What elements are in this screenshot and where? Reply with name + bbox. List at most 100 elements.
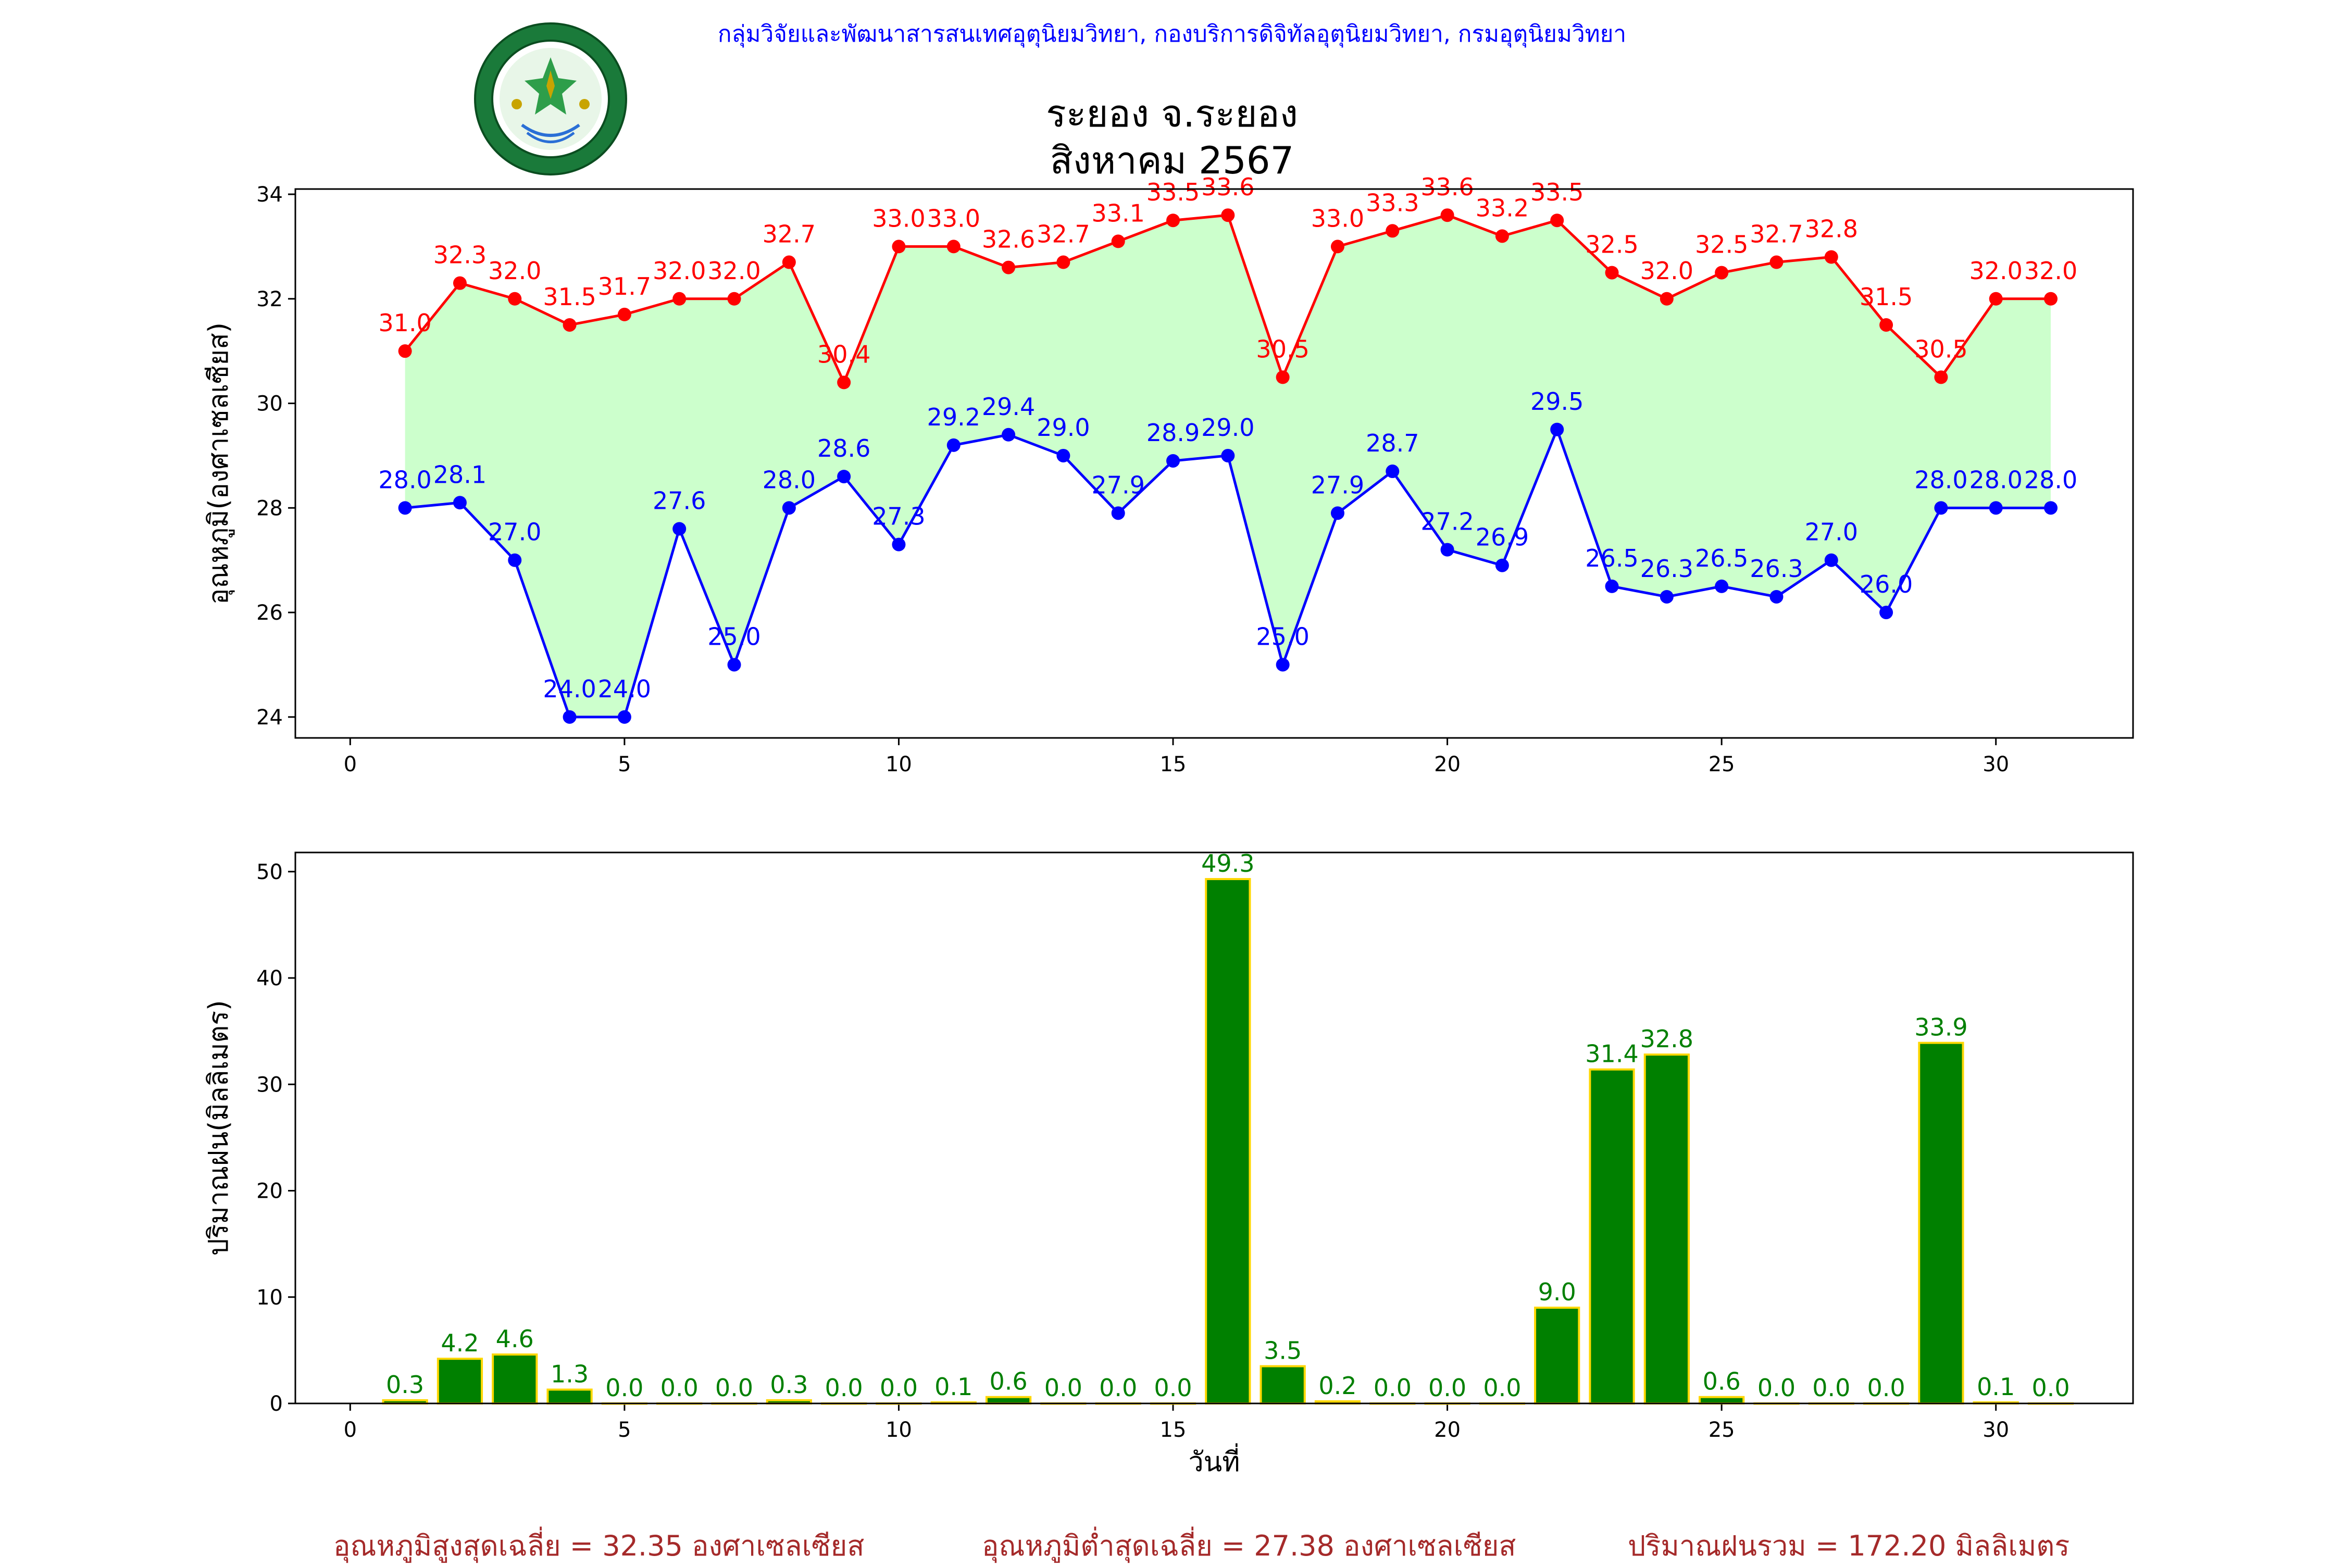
min-temp-point: [563, 710, 577, 724]
min-temp-point: [1605, 579, 1619, 593]
max-temp-data-label: 32.0: [653, 257, 706, 285]
temp-xtick-label: 30: [1983, 752, 2009, 776]
min-temp-data-label: 26.3: [1750, 555, 1803, 583]
max-temp-point: [453, 276, 467, 290]
rain-data-label: 9.0: [1538, 1278, 1576, 1306]
max-temp-data-label: 32.0: [707, 257, 760, 285]
max-temp-data-label: 32.5: [1695, 231, 1748, 259]
max-temp-data-label: 33.0: [927, 204, 980, 232]
chart-title-station: ระยอง จ.ระยอง: [1046, 92, 1298, 135]
min-temp-data-label: 28.0: [1969, 466, 2023, 494]
rain-data-label: 0.0: [660, 1374, 699, 1402]
min-temp-point: [1934, 501, 1948, 515]
rain-data-label: 0.0: [825, 1374, 863, 1402]
rain-bar: [1643, 1053, 1690, 1404]
max-temp-data-label: 33.0: [872, 204, 925, 232]
min-temp-data-label: 26.3: [1640, 555, 1693, 583]
rain-data-label: 31.4: [1585, 1040, 1638, 1068]
min-temp-point: [672, 522, 687, 536]
min-temp-point: [617, 710, 631, 724]
temp-ytick-label: 34: [256, 183, 283, 207]
temp-plot-frame: [294, 188, 2134, 739]
min-temp-point: [1221, 448, 1235, 462]
max-temp-point: [1550, 214, 1564, 228]
rain-ytick-label: 50: [256, 860, 283, 884]
max-temp-point: [727, 292, 741, 306]
rain-bar: [1205, 878, 1251, 1404]
min-temp-data-label: 28.0: [763, 466, 816, 494]
min-temp-data-label: 27.9: [1091, 471, 1144, 499]
min-temp-data-label: 28.1: [433, 460, 487, 488]
rain-data-label: 32.8: [1640, 1025, 1693, 1053]
rain-bar: [1918, 1042, 1964, 1404]
min-temp-data-label: 26.5: [1585, 544, 1638, 572]
rain-data-label: 0.2: [1318, 1372, 1356, 1400]
rain-xtick-label: 20: [1434, 1418, 1461, 1442]
rain-ytick-label: 20: [256, 1180, 283, 1203]
max-temp-point: [1002, 260, 1016, 274]
max-temp-data-label: 33.6: [1201, 173, 1254, 201]
rain-plot-frame: [294, 851, 2134, 1404]
rain-ytick-label: 0: [270, 1392, 283, 1416]
max-temp-data-label: 30.5: [1914, 335, 1967, 363]
max-temp-point: [1824, 250, 1838, 264]
min-temp-data-label: 28.7: [1366, 429, 1419, 457]
max-temp-point: [1605, 266, 1619, 280]
min-temp-point: [2044, 501, 2058, 515]
rain-ytick-label: 10: [256, 1286, 283, 1310]
rain-bar: [546, 1388, 593, 1405]
footer-rain-total: ปริมาณฝนรวม = 172.20 มิลลิเมตร: [1628, 1529, 2070, 1562]
min-temp-point: [1276, 658, 1290, 672]
max-temp-data-label: 31.5: [1860, 283, 1913, 311]
max-temp-data-label: 31.5: [543, 283, 596, 311]
rain-data-label: 4.2: [441, 1329, 479, 1357]
min-temp-data-label: 27.6: [653, 486, 706, 515]
rain-data-label: 3.5: [1264, 1337, 1302, 1365]
max-temp-data-label: 32.3: [433, 241, 487, 269]
rain-data-label: 0.0: [1428, 1374, 1466, 1402]
rain-xtick-label: 25: [1709, 1418, 1735, 1442]
max-temp-point: [1221, 208, 1235, 222]
rain-data-label: 0.1: [934, 1373, 972, 1401]
min-temp-data-label: 28.0: [378, 466, 431, 494]
rain-ytick-label: 40: [256, 967, 283, 990]
max-temp-point: [1934, 370, 1948, 384]
min-temp-data-label: 27.3: [872, 503, 925, 531]
rain-xtick-label: 10: [886, 1418, 912, 1442]
min-temp-data-label: 27.0: [1805, 518, 1858, 546]
rain-bar: [1699, 1396, 1745, 1404]
temp-range-fill: [405, 215, 2051, 717]
max-temp-data-label: 33.1: [1091, 199, 1144, 227]
min-temp-data-label: 27.0: [488, 518, 541, 546]
rain-data-label: 0.6: [1703, 1368, 1741, 1396]
rain-bar: [1589, 1068, 1635, 1404]
temp-ytick-label: 32: [256, 287, 283, 311]
max-temp-data-label: 33.5: [1530, 178, 1584, 206]
min-temp-data-label: 29.2: [927, 403, 980, 431]
min-temp-data-label: 27.2: [1420, 508, 1474, 536]
rain-data-label: 0.0: [2031, 1374, 2069, 1402]
max-temp-data-label: 31.0: [378, 309, 431, 337]
rain-xlabel: วันที่: [1188, 1443, 1240, 1478]
rain-bar: [437, 1358, 483, 1405]
min-temp-point: [782, 501, 796, 515]
rain-data-label: 0.0: [605, 1374, 643, 1402]
min-temp-data-label: 29.0: [1201, 413, 1254, 442]
max-temp-data-label: 32.0: [1640, 257, 1693, 285]
max-temp-point: [1056, 255, 1070, 269]
min-temp-data-label: 29.5: [1530, 387, 1584, 416]
max-temp-data-label: 32.7: [1750, 220, 1803, 248]
min-temp-point: [1989, 501, 2003, 515]
rain-bar: [985, 1396, 1032, 1404]
rain-data-label: 0.6: [989, 1368, 1027, 1396]
min-temp-data-label: 26.9: [1476, 523, 1529, 551]
max-temp-data-label: 32.5: [1585, 231, 1638, 259]
max-temp-point: [782, 255, 796, 269]
max-temp-point: [1386, 224, 1400, 238]
max-temp-point: [672, 292, 687, 306]
rain-data-label: 0.0: [880, 1374, 918, 1402]
max-temp-data-label: 32.7: [763, 220, 816, 248]
max-temp-point: [1879, 318, 1893, 332]
min-temp-point: [946, 438, 961, 452]
min-temp-point: [1769, 589, 1784, 604]
